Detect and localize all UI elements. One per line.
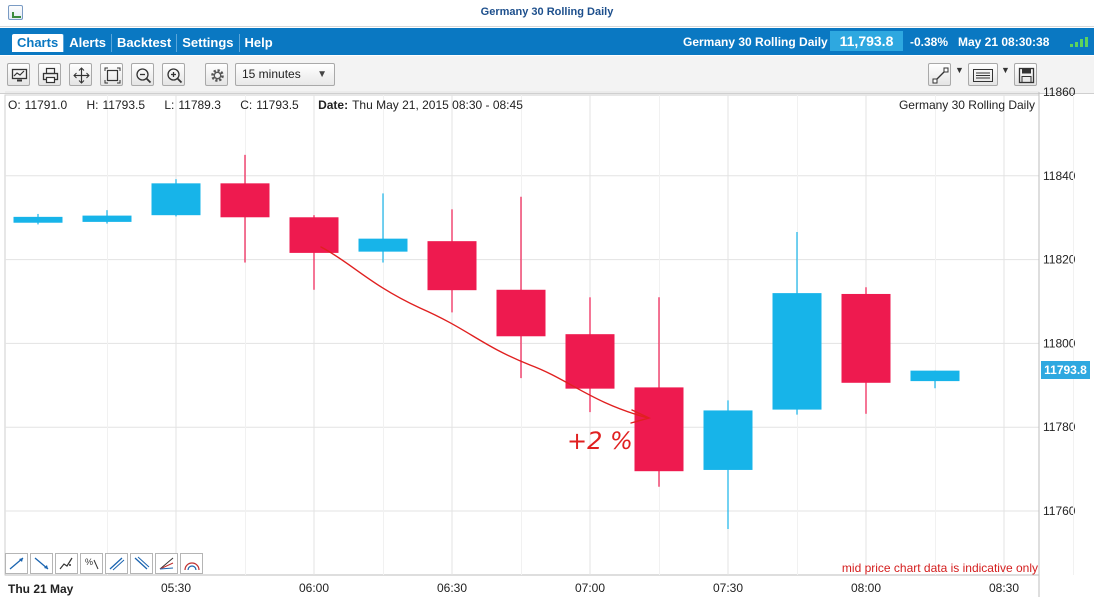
chevron-down-icon[interactable]: ▼ bbox=[1001, 65, 1010, 75]
candle-body bbox=[220, 183, 270, 218]
trend-line-icon[interactable] bbox=[5, 553, 28, 574]
chart-toolbar: 15 minutes ▼ ▼ ▼ bbox=[0, 56, 1094, 94]
candle-body bbox=[496, 289, 546, 337]
plot-area bbox=[4, 94, 1040, 576]
chevron-down-icon[interactable]: ▼ bbox=[955, 65, 964, 75]
x-tick-label: 06:00 bbox=[299, 581, 329, 595]
print-icon[interactable] bbox=[38, 63, 61, 86]
svg-text:%: % bbox=[85, 557, 93, 567]
percent-icon[interactable]: % bbox=[80, 553, 103, 574]
candle-body bbox=[565, 334, 615, 389]
menu-backtest[interactable]: Backtest bbox=[112, 34, 178, 52]
instrument-name: Germany 30 Rolling Daily bbox=[683, 35, 828, 49]
timeframe-value: 15 minutes bbox=[242, 67, 301, 81]
settings-gear-icon[interactable] bbox=[205, 63, 228, 86]
candle-body bbox=[910, 370, 960, 382]
title-bar: Germany 30 Rolling Daily bbox=[0, 0, 1094, 27]
menu-bar: Charts Alerts Backtest Settings Help Ger… bbox=[0, 28, 1094, 55]
quote-datetime: May 21 08:30:38 bbox=[958, 35, 1050, 49]
date-value: Thu May 21, 2015 08:30 - 08:45 bbox=[352, 98, 523, 112]
annotation-arrowhead bbox=[630, 409, 652, 424]
annotation-text: +2 % bbox=[567, 427, 633, 455]
menu-charts[interactable]: Charts bbox=[12, 34, 65, 52]
fibonacci-icon[interactable] bbox=[55, 553, 78, 574]
candle-body bbox=[427, 241, 477, 291]
x-tick-label: 08:30 bbox=[989, 581, 1019, 595]
candle-body bbox=[358, 238, 408, 252]
menu-alerts[interactable]: Alerts bbox=[64, 34, 113, 52]
candle-body bbox=[82, 215, 132, 222]
high-label: H: bbox=[86, 98, 99, 112]
x-tick-label: 08:00 bbox=[851, 581, 881, 595]
candle-body bbox=[772, 293, 822, 410]
main-menu: Charts Alerts Backtest Settings Help bbox=[12, 34, 278, 52]
chart-type-icon[interactable] bbox=[7, 63, 30, 86]
y-tick-label: 11800 bbox=[1043, 336, 1076, 350]
menu-help[interactable]: Help bbox=[244, 35, 273, 50]
close-label: C: bbox=[240, 98, 253, 112]
open-label: O: bbox=[8, 98, 21, 112]
date-label: Date: bbox=[318, 98, 349, 112]
window-title: Germany 30 Rolling Daily bbox=[480, 6, 614, 18]
candle-body bbox=[841, 293, 891, 383]
channel-up-icon[interactable] bbox=[105, 553, 128, 574]
ohlc-readout: O: 11791.0 H: 11793.5 L: 11789.3 C: 11793.5 … bbox=[8, 98, 527, 112]
menu-settings[interactable]: Settings bbox=[177, 34, 240, 52]
channel-down-icon[interactable] bbox=[130, 553, 153, 574]
y-tick-label: 11780 bbox=[1043, 420, 1076, 434]
save-icon[interactable] bbox=[1014, 63, 1037, 86]
indicator-list-icon[interactable] bbox=[968, 63, 998, 86]
timeframe-select[interactable]: 15 minutes ▼ bbox=[235, 63, 335, 86]
y-tick-label: 11820 bbox=[1043, 253, 1076, 267]
zoom-in-icon[interactable] bbox=[162, 63, 185, 86]
candle-body bbox=[634, 387, 684, 472]
arc-icon[interactable] bbox=[180, 553, 203, 574]
x-tick-label: 05:30 bbox=[161, 581, 191, 595]
app-chart-icon bbox=[8, 5, 23, 20]
price-change: -0.38% bbox=[910, 35, 949, 49]
y-tick-label: 11760 bbox=[1043, 504, 1076, 518]
zoom-out-icon[interactable] bbox=[131, 63, 154, 86]
chart-instrument-label: Germany 30 Rolling Daily bbox=[898, 98, 1035, 112]
disclaimer-text: mid price chart data is indicative only bbox=[841, 561, 1038, 575]
annotation-arrow bbox=[320, 246, 649, 419]
open-value: 11791.0 bbox=[24, 98, 68, 112]
x-tick-label: 07:00 bbox=[575, 581, 605, 595]
candle-body bbox=[289, 217, 339, 253]
drawing-tool-icon[interactable] bbox=[928, 63, 951, 86]
date-axis-label: Thu 21 May bbox=[8, 582, 74, 596]
fit-icon[interactable] bbox=[100, 63, 123, 86]
low-value: 11789.3 bbox=[178, 98, 221, 112]
fan-icon[interactable] bbox=[155, 553, 178, 574]
last-price-tag: 11793.8 bbox=[1041, 361, 1090, 379]
move-icon[interactable] bbox=[69, 63, 92, 86]
y-tick-label: 11840 bbox=[1043, 169, 1076, 183]
drawing-tools: % bbox=[5, 553, 205, 574]
candle-body bbox=[703, 410, 753, 470]
close-value: 11793.5 bbox=[256, 98, 299, 112]
candle-body bbox=[151, 183, 201, 216]
x-tick-label: 07:30 bbox=[713, 581, 743, 595]
signal-strength-icon bbox=[1070, 37, 1090, 47]
low-label: L: bbox=[164, 98, 175, 112]
candle-body bbox=[13, 216, 63, 223]
x-tick-label: 06:30 bbox=[437, 581, 467, 595]
chevron-down-icon: ▼ bbox=[317, 69, 327, 80]
high-value: 11793.5 bbox=[102, 98, 146, 112]
ray-icon[interactable] bbox=[30, 553, 53, 574]
current-price: 11,793.8 bbox=[830, 31, 903, 51]
